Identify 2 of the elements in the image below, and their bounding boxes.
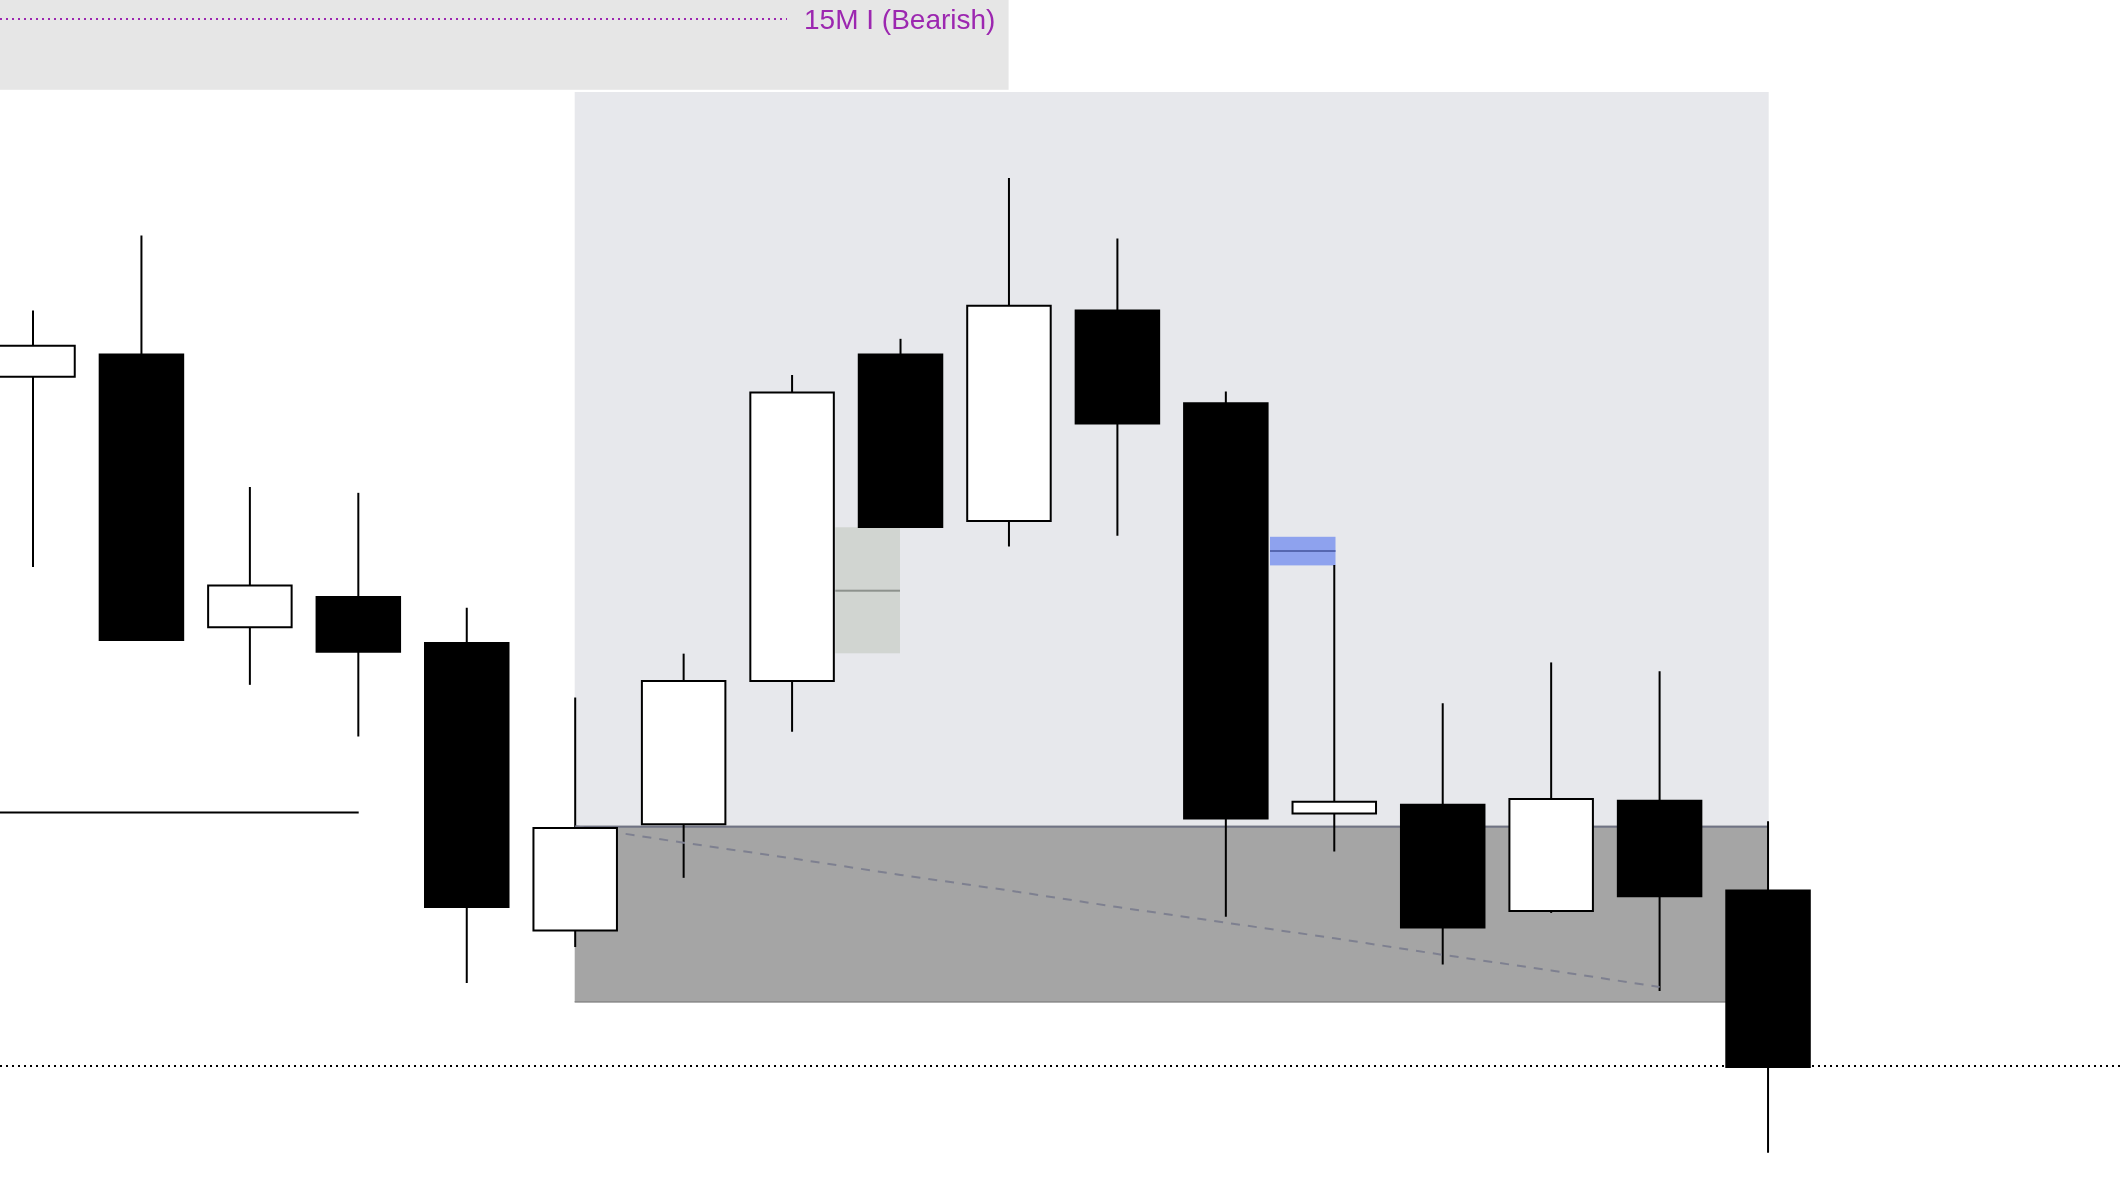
ref-line-label: 15M I (Bearish) xyxy=(804,4,996,36)
candlestick xyxy=(1291,563,1378,853)
